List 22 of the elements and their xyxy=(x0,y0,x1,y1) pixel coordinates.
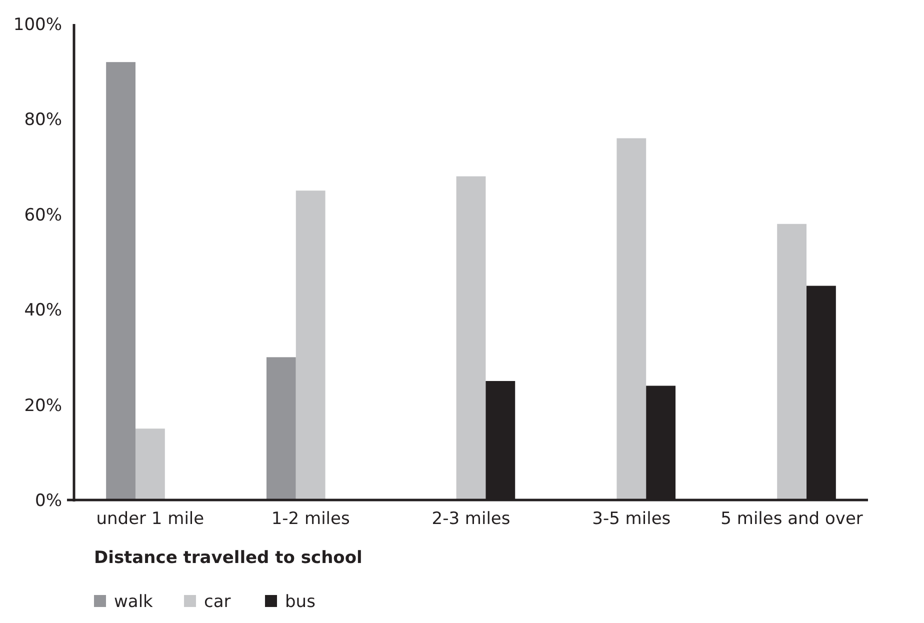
bar xyxy=(616,138,646,500)
bar xyxy=(777,224,807,500)
bar xyxy=(266,357,296,500)
bar xyxy=(296,190,326,500)
y-tick-label: 0% xyxy=(35,490,62,511)
bar xyxy=(106,62,136,500)
x-axis-title: Distance travelled to school xyxy=(94,548,362,568)
legend-label: walk xyxy=(114,592,154,612)
x-tick-label: under 1 mile xyxy=(96,509,204,529)
y-tick-label: 40% xyxy=(24,300,62,321)
y-tick-label: 80% xyxy=(24,110,62,130)
y-tick-label: 20% xyxy=(24,396,62,416)
x-tick-label: 2-3 miles xyxy=(432,509,510,529)
y-tick-label: 60% xyxy=(24,205,62,226)
bar xyxy=(135,428,165,500)
x-tick-label: 1-2 miles xyxy=(271,509,350,529)
x-tick-label: 5 miles and over xyxy=(720,509,863,529)
legend-label: car xyxy=(204,592,231,612)
y-tick-label: 100% xyxy=(13,14,62,35)
x-tick-label: 3-5 miles xyxy=(592,509,671,529)
bar xyxy=(456,176,486,500)
legend-label: bus xyxy=(285,592,316,612)
